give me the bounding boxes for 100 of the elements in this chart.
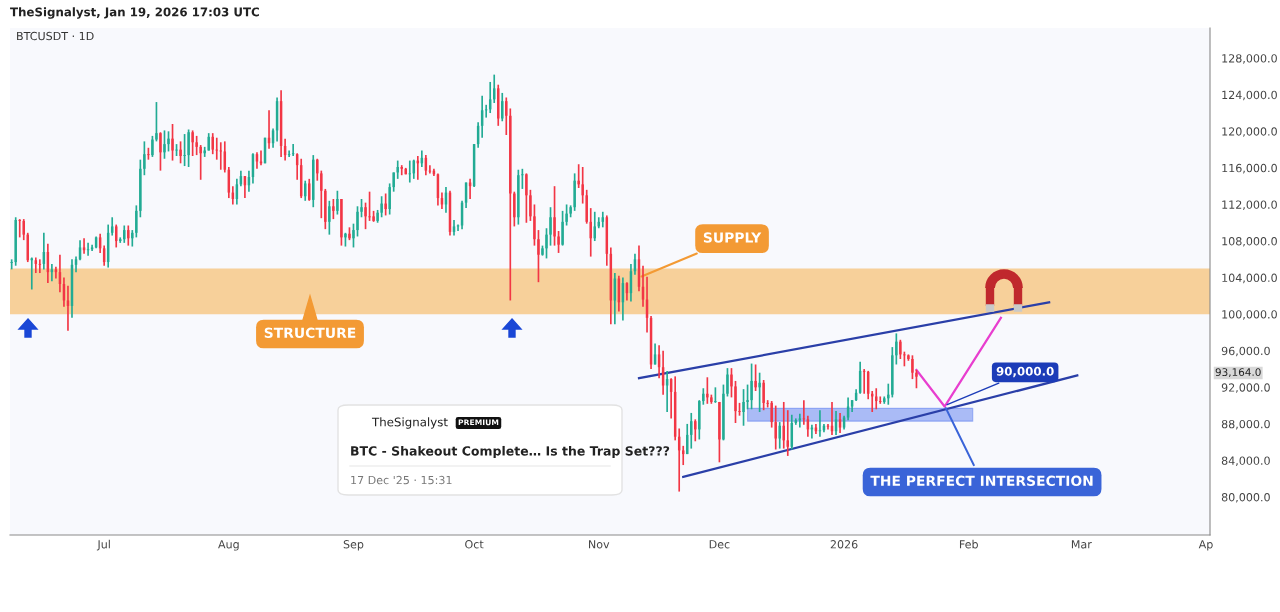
candlestick <box>903 350 906 368</box>
candlestick <box>167 130 170 153</box>
candlestick <box>710 393 713 405</box>
candlestick <box>529 189 532 222</box>
candlestick <box>360 198 363 219</box>
candlestick <box>215 136 218 161</box>
candlestick <box>758 371 761 413</box>
candlestick <box>726 367 729 398</box>
candlestick <box>195 135 198 156</box>
candlestick <box>143 140 146 177</box>
annotation: 90,000.0 <box>996 366 1054 378</box>
candlestick <box>533 203 536 247</box>
candlestick <box>911 354 914 380</box>
candlestick <box>376 209 379 224</box>
candlestick <box>380 195 383 219</box>
candlestick <box>738 402 741 417</box>
y-tick-label: 124,000.0 <box>1222 90 1277 101</box>
candlestick <box>291 143 295 157</box>
candlestick <box>199 144 202 181</box>
annotation: STRUCTURE <box>264 327 356 339</box>
candlestick <box>525 172 528 224</box>
candlestick <box>541 244 544 257</box>
candlestick <box>312 154 315 209</box>
candlestick <box>163 129 166 160</box>
candlestick <box>159 131 162 172</box>
candlestick <box>718 401 721 464</box>
text: 93,164.0 <box>1215 368 1261 378</box>
candlestick <box>364 201 367 230</box>
x-tick-label: Oct <box>465 540 484 549</box>
annotation: BTC - Shakeout Complete… Is the Trap Set??? <box>351 445 670 459</box>
candlestick <box>879 395 882 405</box>
candlestick <box>895 332 898 366</box>
candlestick <box>891 346 894 399</box>
candlestick <box>131 229 134 248</box>
y-tick-label: 88,000.0 <box>1221 419 1270 430</box>
candlestick <box>862 368 866 395</box>
y-tick-label: 112,000.0 <box>1222 200 1277 210</box>
candlestick <box>754 363 757 392</box>
candlestick <box>746 383 749 411</box>
candlestick <box>155 101 158 143</box>
candlestick <box>22 218 25 241</box>
candlestick <box>501 92 504 123</box>
candlestick <box>211 132 214 156</box>
candlestick <box>750 362 753 411</box>
candlestick <box>187 128 190 168</box>
x-tick-label: 2026 <box>830 540 858 549</box>
candlestick <box>344 231 347 248</box>
candlestick <box>569 204 572 219</box>
candlestick <box>573 172 576 212</box>
candlestick <box>774 404 777 451</box>
candlestick <box>127 224 130 247</box>
annotation: 17 Dec '25 · 15:31 <box>351 475 452 485</box>
candlestick <box>384 192 387 217</box>
x-tick-label: Nov <box>589 540 610 549</box>
y-tick-label: 100,000.0 <box>1222 310 1277 320</box>
candlestick <box>456 223 460 232</box>
candlestick <box>408 159 412 184</box>
candlestick <box>356 205 359 238</box>
x-tick-label: Sep <box>343 540 364 551</box>
candlestick <box>400 164 403 177</box>
candlestick <box>778 421 781 450</box>
candlestick <box>287 149 291 158</box>
candlestick <box>171 123 174 162</box>
candlestick <box>706 376 709 405</box>
candlestick <box>332 198 335 220</box>
candlestick <box>899 338 902 360</box>
y-tick-label: 116,000.0 <box>1222 163 1277 174</box>
candlestick <box>521 167 524 190</box>
candlestick <box>352 222 355 249</box>
candlestick <box>722 383 725 442</box>
candlestick <box>147 146 150 161</box>
candlestick <box>175 143 178 157</box>
candlestick <box>38 258 42 274</box>
candlestick <box>545 227 548 260</box>
chart-subtitle: BTCUSDT · 1D <box>17 31 94 41</box>
y-tick-label: 104,000.0 <box>1222 273 1277 284</box>
annotation: TheSignalyst <box>371 417 448 429</box>
annotation: THE PERFECT INTERSECTION <box>870 475 1093 487</box>
x-tick-label: Aug <box>218 540 239 551</box>
candlestick <box>123 224 126 244</box>
candlestick <box>18 218 21 239</box>
candlestick <box>336 189 339 216</box>
candlestick <box>694 418 697 443</box>
candlestick <box>557 230 560 254</box>
candlestick <box>179 140 182 165</box>
y-tick-label: 84,000.0 <box>1221 456 1270 466</box>
candlestick <box>340 198 343 247</box>
candlestick <box>368 190 371 222</box>
candlestick <box>553 185 556 247</box>
candlestick <box>690 412 693 450</box>
candlestick <box>802 399 806 426</box>
y-tick-label: 96,000.0 <box>1221 346 1270 357</box>
y-tick-label: 108,000.0 <box>1222 237 1277 247</box>
candlestick <box>907 353 910 362</box>
candlestick <box>714 386 717 404</box>
candlestick <box>742 388 745 427</box>
candlestick <box>135 204 138 239</box>
candlestick <box>151 135 154 158</box>
candlestick <box>139 158 142 219</box>
candlestick <box>565 203 568 227</box>
